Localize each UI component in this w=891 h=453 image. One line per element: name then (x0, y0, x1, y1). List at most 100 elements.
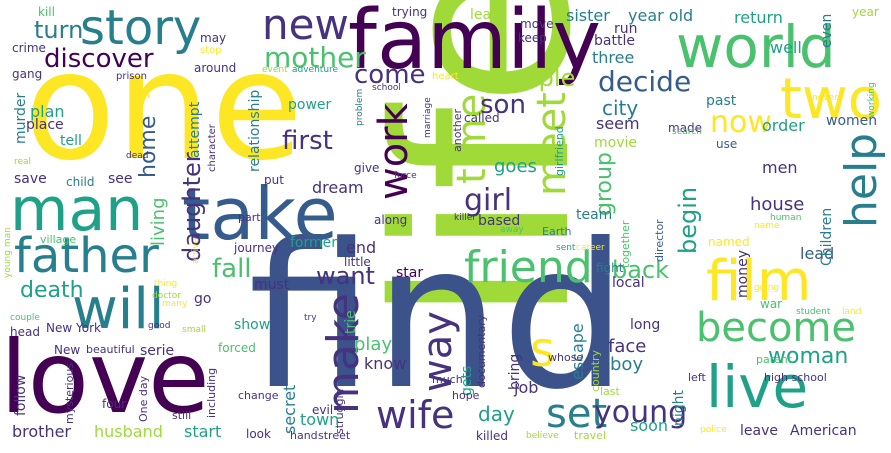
word-help: help (836, 132, 887, 228)
word-many: many (162, 299, 188, 309)
word-girlfriend: girlfriend (553, 126, 566, 176)
word-team: team (576, 207, 613, 223)
word-former: former (290, 235, 338, 251)
word-star: star (396, 265, 424, 281)
word-sister: sister (566, 6, 610, 25)
word-earth: Earth (542, 225, 572, 238)
word-death: death (20, 278, 84, 303)
word-career: career (576, 243, 605, 253)
word-look: look (246, 427, 271, 441)
word-last: last (600, 385, 620, 398)
word-battle: battle (594, 33, 635, 49)
word-leave: leave (740, 423, 778, 439)
word-even: even (819, 13, 835, 48)
word-end: end (346, 238, 377, 257)
word-another: another (451, 108, 464, 152)
word-want: want (316, 262, 375, 290)
word-place: place (26, 117, 64, 133)
word-women: women (826, 113, 878, 129)
word-relationship: relationship (247, 89, 263, 172)
word-little: little (344, 255, 371, 269)
word-set: set (546, 391, 608, 437)
word-new: new (262, 0, 349, 49)
word-show: show (234, 317, 271, 333)
word-adventure: adventure (292, 65, 339, 75)
word-take: take (182, 172, 338, 256)
word-start: start (184, 422, 222, 441)
word-child: child (66, 175, 95, 189)
word-dead: dead (126, 151, 149, 161)
word-search: search (672, 127, 702, 137)
word-night: night (671, 389, 687, 426)
word-money: money (735, 250, 751, 298)
word-young: young (594, 395, 688, 430)
word-living: living (148, 197, 169, 247)
word-american: American (790, 423, 857, 439)
word-name: name (754, 221, 780, 231)
word-move: move (520, 17, 554, 31)
word-street: street (318, 429, 351, 442)
word-follow: follow (13, 374, 29, 416)
word-will: will (72, 277, 165, 342)
word-year-old: year old (628, 6, 694, 25)
word-find: find (248, 201, 628, 434)
word-decide: decide (598, 65, 692, 98)
word-left: left (688, 371, 706, 384)
word-mysterious: mysterious (63, 362, 76, 424)
word-give: give (354, 161, 380, 175)
word-boy: boy (610, 354, 644, 375)
word-discover: discover (44, 44, 154, 74)
word-small: small (182, 325, 206, 335)
word-lead: lead (800, 244, 835, 263)
word-son: son (480, 90, 526, 120)
word-trying: trying (392, 5, 428, 19)
word-world: world (676, 13, 836, 81)
word-real: real (14, 157, 32, 167)
word-head: head (10, 325, 40, 339)
word-believe: believe (526, 431, 559, 441)
word-work: work (371, 103, 417, 200)
word-long: long (630, 317, 661, 333)
word-plan: plan (30, 102, 65, 121)
word-fight: fight (596, 261, 624, 275)
word-still: still (172, 409, 192, 422)
word-kill: kill (38, 5, 55, 19)
word-student: student (796, 307, 831, 317)
word-school: school (372, 83, 401, 93)
word-husband: husband (94, 422, 163, 441)
word-part: part (238, 211, 261, 224)
word-called: called (464, 111, 500, 125)
word-wife: wife (376, 393, 455, 437)
word-problem: problem (355, 88, 365, 126)
word-home: home (136, 115, 161, 178)
word-whose: whose (548, 351, 584, 364)
word-human: human (770, 213, 802, 223)
word-killer: killer (454, 213, 476, 223)
word-order: order (762, 116, 805, 135)
word-town: town (300, 410, 340, 429)
word-including: including (205, 367, 218, 418)
word-journey: journey (234, 241, 280, 255)
word-past: past (706, 93, 737, 109)
word-dream: dream (312, 178, 364, 197)
word-good: good (148, 321, 171, 331)
word-children: Children (819, 207, 835, 266)
word-new: New (54, 343, 81, 357)
word-two: two (780, 67, 883, 132)
word-force: force (394, 171, 417, 181)
word-soon: soon (630, 416, 669, 435)
word-secret: secret (280, 384, 299, 434)
word-house: house (750, 194, 805, 215)
word-job: job (514, 378, 539, 397)
word-one: one (24, 20, 304, 194)
word-see: see (108, 171, 133, 187)
word-day: day (478, 402, 515, 426)
word-along: along (374, 213, 408, 227)
word-father: father (14, 228, 159, 284)
word-village: village (40, 233, 77, 246)
word-attempt: attempt (187, 101, 203, 158)
word-four: four (102, 397, 127, 411)
word-men: men (762, 158, 798, 177)
word-know: know (364, 354, 407, 373)
word-police: police (700, 425, 727, 435)
